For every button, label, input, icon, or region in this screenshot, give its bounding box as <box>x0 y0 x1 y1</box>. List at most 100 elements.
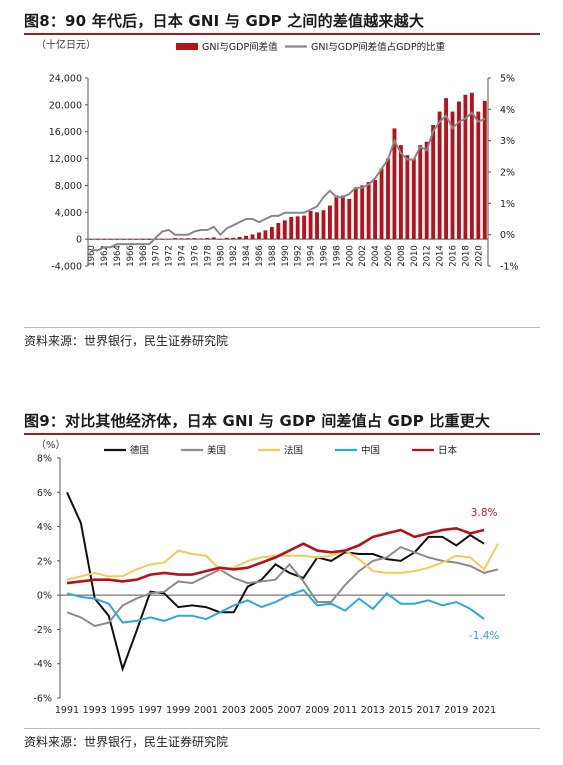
chart2-y-tick-label: -6% <box>34 694 53 705</box>
chart1-x-tick-label: 2006 <box>384 245 394 267</box>
chart1-bar <box>482 100 487 240</box>
chart1-bar <box>244 235 248 240</box>
chart1-x-tick-label: 1974 <box>178 245 188 267</box>
chart2-lines <box>66 491 499 673</box>
chart1-bar <box>115 239 119 240</box>
chart1-bar <box>328 205 332 240</box>
chart1-bar <box>411 158 416 240</box>
chart1-bar <box>198 238 203 240</box>
chart1-bar <box>450 111 455 240</box>
chart1-x-tick-label: 2002 <box>358 245 368 267</box>
chart1-bar <box>160 239 165 240</box>
chart2-series-line <box>66 543 499 581</box>
chart1-bar <box>444 98 448 240</box>
chart1-legend-swatch-bar <box>176 43 198 50</box>
chart1-x-tick-label: 2004 <box>371 245 381 267</box>
chart1-x-tick-label: 1996 <box>319 245 329 267</box>
chart1-bar <box>295 216 300 240</box>
chart1-bar <box>431 125 436 240</box>
chart1-bar <box>140 239 145 240</box>
chart1-x-tick-label: 2000 <box>345 245 355 267</box>
chart1-x-tick-label: 1960 <box>87 245 97 267</box>
chart1-left-tick-label: 0 <box>76 235 82 246</box>
chart2-x-tick-label: 1991 <box>55 705 79 716</box>
chart2-unit-label: （%） <box>36 439 66 451</box>
chart1-axes: -4,000 0 4,000 8,000 12,000 16,000 20,000 24,00… <box>49 74 519 273</box>
chart2-svg: （%） 德国 美国 法国 中国 日本 -6% -4% -2% 0% 2% 4% 6% 8% 1991 19… <box>34 439 505 716</box>
chart2-x-tick-label: 2009 <box>305 705 329 716</box>
chart2-y-tick-label: 8% <box>37 454 52 465</box>
chart2-annotation: -1.4% <box>469 630 499 642</box>
chart1-bar <box>173 238 178 240</box>
chart1-bar <box>308 210 313 240</box>
chart2-series-line <box>66 526 485 585</box>
chart1-right-tick-label: 3% <box>500 136 515 147</box>
chart1-bars <box>89 92 487 240</box>
chart1-bar <box>263 230 268 240</box>
chart2-x-tick-label: 2021 <box>472 705 496 716</box>
chart1-bar <box>179 238 184 240</box>
chart1-bar <box>373 180 378 240</box>
chart1-unit-label: （十亿日元） <box>36 38 96 51</box>
chart2-x-tick-label: 1997 <box>138 705 162 716</box>
chart1-bar <box>321 210 326 240</box>
figure1-source: 资料来源：世界银行，民生证券研究院 <box>24 334 229 348</box>
chart2-series-line <box>66 545 499 628</box>
chart2-legend: 德国 美国 法国 中国 日本 <box>104 445 458 457</box>
chart1-bar <box>392 128 397 240</box>
chart1-right-tick-label: 4% <box>500 105 515 116</box>
chart1-x-tick-label: 1964 <box>113 245 123 267</box>
chart1-bar <box>192 238 197 240</box>
chart1-bar <box>469 92 474 240</box>
chart1-legend: GNI与GDP间差值 GNI与GDP间差值占GDP的比重 <box>176 41 446 53</box>
chart1-line <box>91 110 486 252</box>
chart2-axes: -6% -4% -2% 0% 2% 4% 6% 8% 1991 1993 1995 1997 1999 2… <box>34 454 505 716</box>
chart1-x-tick-label: 1972 <box>165 245 175 267</box>
chart1-bar <box>366 182 371 240</box>
chart1-bar <box>121 239 126 240</box>
chart1-left-tick-label: 8,000 <box>55 181 82 192</box>
chart2-x-tick-label: 2005 <box>250 705 274 716</box>
chart1-x-tick-label: 1982 <box>229 245 239 267</box>
chart1-bar <box>205 237 210 240</box>
chart1-x-tick-label: 1986 <box>255 245 265 267</box>
chart1-x-tick-label: 1968 <box>139 245 149 267</box>
chart1-bar <box>379 168 384 240</box>
chart1-bar <box>269 227 274 240</box>
chart1-bar <box>257 232 261 240</box>
chart1-bar <box>334 195 339 240</box>
chart2-x-tick-label: 2001 <box>194 705 218 716</box>
chart2-y-tick-label: -2% <box>34 625 53 636</box>
chart1-right-tick-label: 2% <box>500 168 515 179</box>
chart1-bar <box>347 198 352 240</box>
chart1-x-tick-label: 2020 <box>474 245 484 267</box>
chart1-bar <box>250 234 255 240</box>
chart1-x-tick-label: 1990 <box>281 245 291 267</box>
chart2-legend-label: 法国 <box>284 445 303 457</box>
chart1-x-tick-label: 2010 <box>410 245 420 267</box>
figure1-title-rule <box>24 33 540 35</box>
chart2-y-tick-label: 4% <box>37 522 52 533</box>
figure2-source-rule <box>24 728 540 729</box>
chart1-bar <box>315 212 319 240</box>
chart1-bar <box>360 185 365 240</box>
chart1-x-tick-label: 1984 <box>242 245 252 267</box>
chart2-x-tick-label: 2017 <box>416 705 440 716</box>
chart1-left-tick-label: 4,000 <box>55 208 82 219</box>
chart1-x-tick-label: 2012 <box>423 245 433 267</box>
figure2-title: 图9：对比其他经济体，日本 GNI 与 GDP 间差值占 GDP 比重更大 <box>24 412 491 430</box>
chart2-legend-label: 德国 <box>130 445 149 457</box>
chart2-series-line <box>66 588 485 624</box>
chart2-y-tick-label: 0% <box>37 591 52 602</box>
chart1-bar <box>424 141 429 240</box>
chart1-right-tick-label: 0% <box>500 230 515 241</box>
chart1-bar <box>231 237 236 240</box>
chart1-bar <box>302 215 307 240</box>
chart2-x-tick-label: 1995 <box>110 705 134 716</box>
chart1-bar <box>89 239 94 240</box>
chart1-bar <box>282 220 287 240</box>
chart2-annotations: 3.8% -1.4% <box>469 507 499 642</box>
chart1-bar <box>289 216 294 240</box>
chart1-x-tick-label: 2016 <box>449 245 459 267</box>
chart1-bar <box>128 239 132 240</box>
